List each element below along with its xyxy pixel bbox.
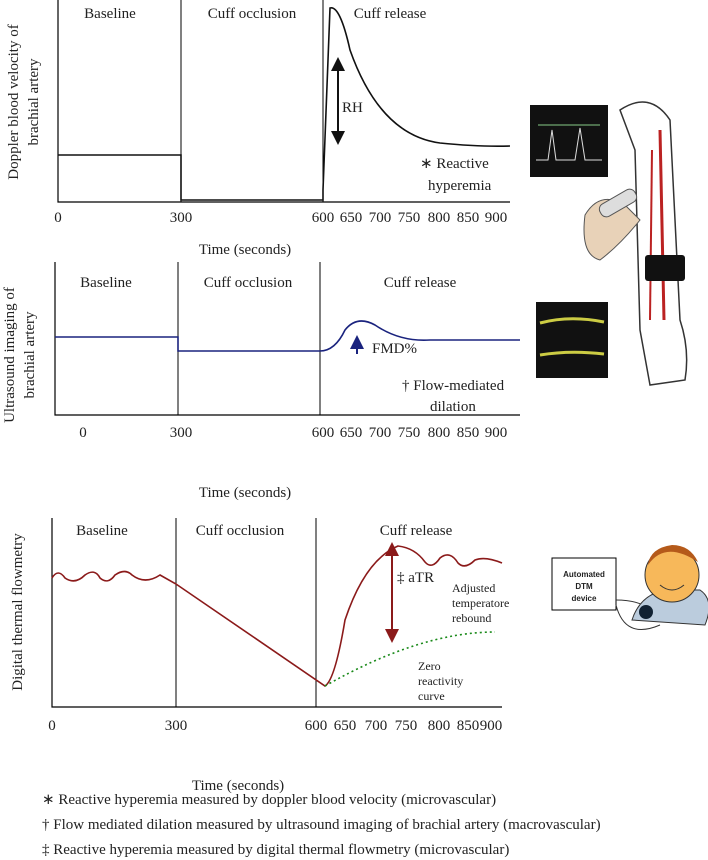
footnote: ∗ Reactive hyperemia measured by doppler… [42,792,496,808]
footnote: † Flow mediated dilation measured by ult… [42,817,601,833]
curve [58,7,511,201]
axes [51,518,502,708]
tick-label: 700 [369,210,392,226]
ultrasound-illustration [536,302,608,378]
annotation: † Flow-mediated [402,378,505,394]
annotation: FMD% [372,341,417,357]
phase-label: Cuff release [354,6,427,22]
tick-label: 800 [428,210,451,226]
y-axis-label: Digital thermal flowmetry [10,533,26,691]
phase-label: Cuff occlusion [208,6,297,22]
tick-label: 850 [457,425,480,441]
phase-label: Baseline [76,523,128,539]
tick-label: 800 [428,718,451,734]
annotation: reactivity [418,674,463,688]
annotation: curve [418,689,445,703]
annotation: RH [342,100,363,116]
tick-label: 700 [365,718,388,734]
device-label: device [572,594,597,603]
tick-label: 650 [340,210,363,226]
reference-curve [324,631,496,687]
phase-label: Cuff release [384,275,457,291]
tick-label: 850 [457,210,480,226]
annotation: dilation [430,399,476,415]
tick-label: 0 [54,210,62,226]
x-axis-label: Time (seconds) [199,485,291,501]
curve [55,320,520,352]
y-axis-label: brachial artery [26,58,42,146]
tick-label: 650 [334,718,357,734]
tick-label: 750 [395,718,418,734]
y-axis-label: Ultrasound imaging of [2,287,18,423]
panel: Baseline Cuff occlusion Cuff release 0 300 60… [10,518,509,794]
tick-label: 650 [340,425,363,441]
tick-label: 300 [170,425,193,441]
arm-illustration [583,101,688,386]
x-axis-label: Time (seconds) [192,778,284,794]
dtm-illustration: Automated DTM device [551,545,708,630]
tick-label: 750 [398,425,421,441]
axes [54,262,520,416]
tick-label: 300 [170,210,193,226]
annotation: rebound [452,611,491,625]
tick-label: 0 [79,425,87,441]
annotation: temperatore [452,596,509,610]
phase-label: Baseline [84,6,136,22]
footnote: ‡ Reactive hyperemia measured by digital… [42,842,509,858]
tick-label: 900 [485,210,508,226]
tick-label: 300 [165,718,188,734]
doppler-illustration [530,105,608,177]
axes [57,0,510,203]
annotation: ‡ aTR [397,570,434,586]
panel: Baseline Cuff occlusion Cuff release 0 300 60… [2,262,520,501]
tick-label: 600 [312,425,335,441]
tick-label: 850 [457,718,480,734]
panel: Baseline Cuff occlusion Cuff release 0 300 60… [6,0,511,258]
annotation: hyperemia [428,178,492,194]
tick-label: 700 [369,425,392,441]
device-label: Automated [563,570,605,579]
tick-label: 750 [398,210,421,226]
tick-label: 0 [48,718,56,734]
phase-label: Cuff occlusion [204,275,293,291]
phase-label: Cuff occlusion [196,523,285,539]
x-axis-label: Time (seconds) [199,242,291,258]
phase-label: Cuff release [380,523,453,539]
y-axis-label: Doppler blood velocity of [6,24,22,179]
device-label: DTM [575,582,593,591]
annotation: ∗ Reactive [420,156,489,172]
tick-label: 600 [305,718,328,734]
phase-label: Baseline [80,275,132,291]
tick-label: 600 [312,210,335,226]
y-axis-label: brachial artery [22,311,38,399]
annotation: Zero [418,659,441,673]
annotation: Adjusted [452,581,495,595]
tick-label: 900 [485,425,508,441]
tick-label: 800 [428,425,451,441]
curve [51,545,503,687]
tick-label: 900 [480,718,503,734]
